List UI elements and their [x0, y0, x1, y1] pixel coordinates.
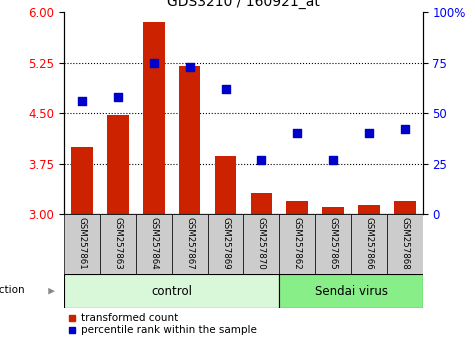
Text: infection: infection [0, 285, 24, 296]
Bar [286, 201, 308, 214]
Text: GSM257868: GSM257868 [400, 217, 409, 269]
Bar [251, 193, 272, 214]
Point [150, 60, 158, 66]
Bar [323, 207, 344, 214]
Bar [394, 201, 416, 214]
Bar [244, 214, 279, 274]
Point [186, 64, 193, 70]
Bar [64, 274, 279, 308]
Bar [279, 274, 423, 308]
Bar [136, 214, 172, 274]
Bar [279, 214, 315, 274]
Bar [351, 214, 387, 274]
Bar [71, 147, 93, 214]
Text: control: control [151, 285, 192, 298]
Text: GSM257869: GSM257869 [221, 217, 230, 269]
Bar [387, 214, 423, 274]
Text: Sendai virus: Sendai virus [314, 285, 388, 298]
Text: GSM257870: GSM257870 [257, 217, 266, 269]
Bar [208, 214, 244, 274]
Point [365, 131, 373, 136]
Point [401, 127, 408, 132]
Point [257, 157, 265, 162]
Point [222, 86, 229, 92]
Text: GSM257867: GSM257867 [185, 217, 194, 269]
Bar [172, 214, 208, 274]
Text: GSM257866: GSM257866 [364, 217, 373, 269]
Text: GSM257862: GSM257862 [293, 217, 302, 269]
Title: GDS3210 / 160921_at: GDS3210 / 160921_at [167, 0, 320, 8]
Bar [64, 214, 100, 274]
Point [329, 157, 337, 162]
Bar [179, 66, 200, 214]
Text: GSM257863: GSM257863 [114, 217, 123, 269]
Bar [358, 205, 380, 214]
Point [294, 131, 301, 136]
Bar [107, 115, 129, 214]
Bar [143, 23, 164, 214]
Point [78, 98, 86, 104]
Bar [215, 156, 236, 214]
Bar [100, 214, 136, 274]
Text: GSM257861: GSM257861 [77, 217, 86, 269]
Legend: transformed count, percentile rank within the sample: transformed count, percentile rank withi… [69, 313, 256, 335]
Text: GSM257865: GSM257865 [329, 217, 338, 269]
Bar [315, 214, 351, 274]
Text: GSM257864: GSM257864 [149, 217, 158, 269]
Point [114, 94, 122, 100]
